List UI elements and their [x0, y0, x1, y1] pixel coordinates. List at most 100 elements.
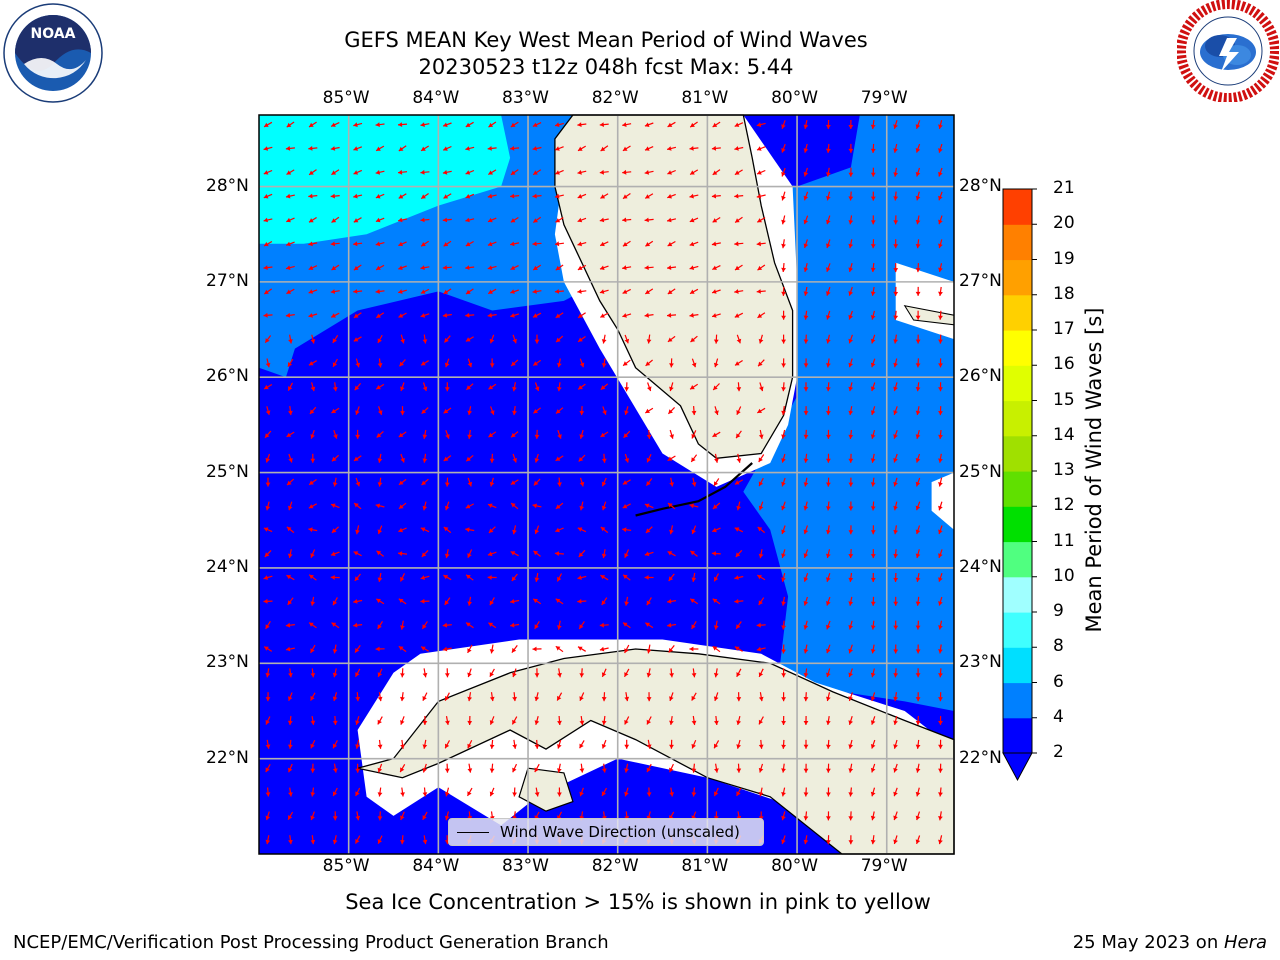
wave-arrow	[870, 310, 876, 320]
wave-arrow	[444, 763, 450, 773]
wave-arrow	[848, 525, 854, 535]
wave-arrow	[442, 313, 452, 318]
wave-arrow	[600, 312, 609, 318]
wave-arrow	[734, 479, 743, 485]
wave-arrow	[578, 621, 585, 630]
colorbar-segment	[1003, 717, 1032, 754]
lat-label-left: 22°N	[206, 747, 249, 768]
wave-arrow	[398, 478, 407, 486]
wave-arrow	[938, 501, 943, 511]
wave-arrow	[287, 382, 294, 391]
wave-arrow	[893, 286, 899, 296]
wave-arrow	[893, 430, 898, 439]
wave-arrow	[445, 715, 450, 726]
wave-arrow	[579, 787, 584, 797]
wave-arrow	[915, 191, 921, 201]
wave-arrow	[332, 382, 338, 392]
wave-arrow	[624, 596, 629, 606]
wave-arrow	[467, 668, 472, 678]
wave-arrow	[646, 692, 652, 702]
wave-arrow	[714, 406, 719, 416]
colorbar-tick-label: 16	[1053, 354, 1075, 375]
wave-arrow	[803, 549, 809, 559]
wave-arrow	[465, 383, 474, 391]
wave-arrow	[870, 763, 876, 773]
wave-arrow	[691, 715, 697, 726]
wave-arrow	[444, 740, 451, 749]
wave-arrow	[736, 739, 741, 749]
wave-arrow	[781, 215, 786, 225]
wave-arrow	[644, 146, 654, 151]
wave-arrow	[310, 740, 316, 749]
wave-arrow	[532, 193, 542, 199]
wave-arrow	[377, 763, 383, 773]
wave-arrow	[893, 620, 899, 630]
wave-arrow	[265, 716, 271, 725]
wave-arrow	[893, 668, 899, 678]
wave-arrow	[512, 453, 517, 463]
wave-arrow	[377, 453, 383, 463]
lat-label-left: 28°N	[206, 175, 249, 196]
wave-arrow	[420, 646, 430, 652]
wave-arrow	[265, 764, 271, 773]
wave-arrow	[331, 169, 340, 176]
wave-arrow	[355, 739, 360, 749]
colorbar	[1002, 188, 1037, 782]
colorbar-tick-label: 17	[1053, 319, 1075, 339]
wave-arrow	[465, 217, 475, 223]
wave-arrow	[691, 572, 697, 583]
wave-arrow	[713, 620, 719, 630]
wave-arrow	[848, 167, 854, 177]
wave-arrow	[286, 431, 295, 438]
wave-arrow	[848, 191, 854, 201]
wave-arrow	[622, 503, 631, 509]
wave-arrow	[264, 430, 272, 439]
wave-arrow	[734, 359, 743, 366]
wave-arrow	[377, 620, 384, 630]
wave-arrow	[354, 835, 361, 844]
wave-arrow	[332, 692, 338, 702]
wave-arrow	[398, 145, 407, 152]
wave-arrow	[938, 167, 943, 177]
wave-arrow	[870, 477, 876, 487]
wave-arrow	[420, 217, 430, 223]
wave-arrow	[644, 575, 654, 580]
wave-arrow	[938, 525, 943, 535]
wave-arrow	[938, 644, 943, 654]
wave-arrow	[646, 739, 652, 749]
wave-arrow	[870, 549, 876, 559]
wave-arrow	[579, 429, 584, 439]
wave-arrow	[893, 572, 899, 583]
wave-arrow	[667, 288, 676, 295]
wave-arrow	[756, 622, 766, 628]
wave-arrow	[689, 383, 699, 390]
wave-arrow	[330, 289, 340, 294]
wave-arrow	[577, 599, 587, 604]
wave-arrow	[400, 453, 405, 463]
wave-arrow	[555, 598, 564, 605]
wave-arrow	[511, 716, 518, 725]
wave-arrow	[893, 406, 898, 416]
wave-arrow	[555, 217, 564, 223]
wave-arrow	[734, 216, 743, 223]
wave-arrow	[826, 453, 831, 463]
wave-arrow	[711, 527, 721, 533]
wave-arrow	[375, 598, 385, 605]
wave-arrow	[510, 193, 520, 199]
wave-arrow	[736, 787, 742, 797]
lon-label-top: 82°W	[591, 88, 639, 108]
wave-arrow	[781, 239, 786, 249]
wave-arrow	[375, 145, 385, 152]
wave-arrow	[444, 358, 450, 368]
wave-arrow	[308, 121, 317, 128]
wave-arrow	[421, 407, 429, 415]
wave-arrow	[487, 169, 497, 176]
colorbar-tick-label: 14	[1053, 424, 1075, 445]
wave-arrow	[532, 598, 542, 605]
colorbar-segment	[1003, 224, 1032, 261]
wave-arrow	[781, 739, 786, 749]
wave-arrow	[689, 193, 699, 199]
lon-label-bottom: 79°W	[860, 856, 908, 876]
wave-arrow	[938, 215, 943, 225]
wave-arrow	[467, 477, 473, 487]
